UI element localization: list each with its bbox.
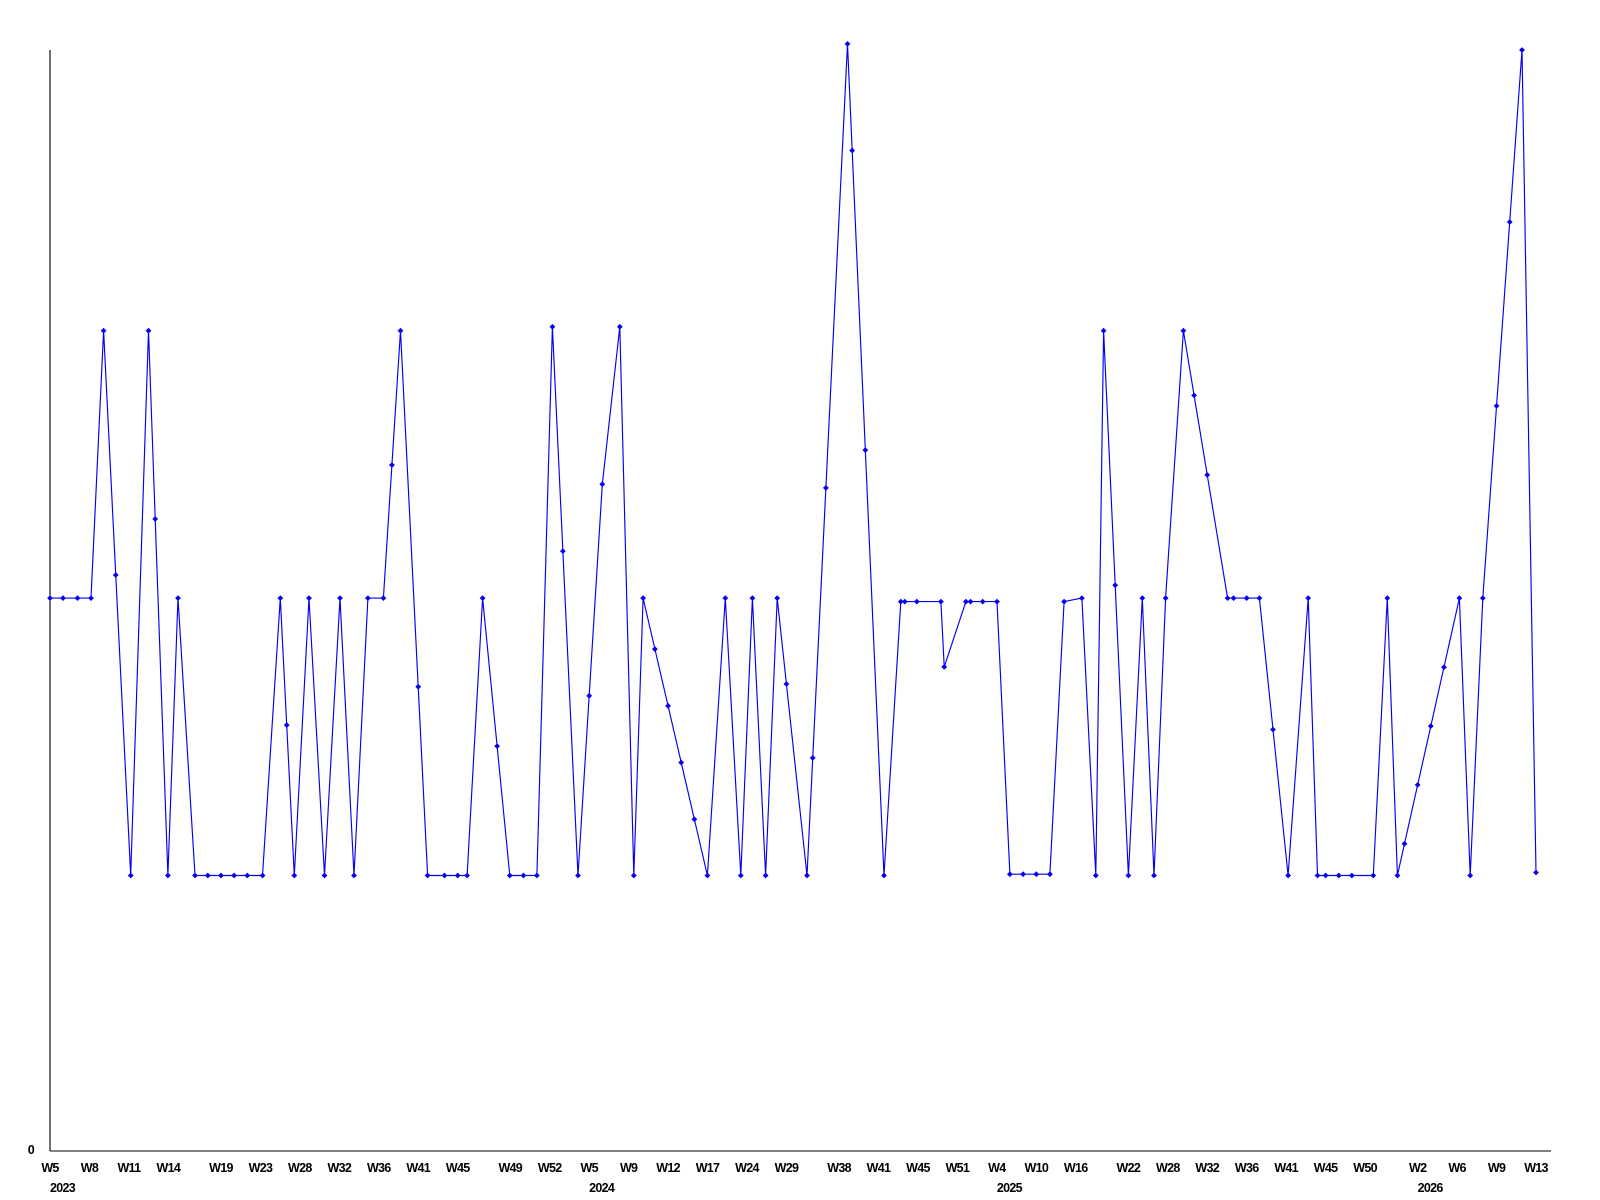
svg-text:W12: W12: [656, 1161, 680, 1175]
svg-text:W11: W11: [117, 1161, 141, 1175]
svg-text:W4: W4: [988, 1161, 1006, 1175]
svg-text:2025: 2025: [997, 1181, 1023, 1195]
svg-text:W6: W6: [1448, 1161, 1466, 1175]
svg-text:W19: W19: [209, 1161, 233, 1175]
svg-text:W9: W9: [620, 1161, 638, 1175]
svg-text:2026: 2026: [1418, 1181, 1444, 1195]
svg-text:W2: W2: [1409, 1161, 1427, 1175]
svg-text:W13: W13: [1524, 1161, 1548, 1175]
svg-text:W29: W29: [775, 1161, 799, 1175]
svg-text:W8: W8: [81, 1161, 99, 1175]
svg-text:W51: W51: [946, 1161, 970, 1175]
svg-text:0: 0: [28, 1143, 35, 1157]
svg-text:W49: W49: [498, 1161, 522, 1175]
svg-text:W45: W45: [1314, 1161, 1338, 1175]
svg-text:W41: W41: [1274, 1161, 1298, 1175]
svg-text:2023: 2023: [50, 1181, 76, 1195]
svg-text:W17: W17: [696, 1161, 720, 1175]
svg-text:W50: W50: [1353, 1161, 1377, 1175]
svg-text:W24: W24: [735, 1161, 759, 1175]
svg-text:W23: W23: [249, 1161, 273, 1175]
svg-text:W10: W10: [1024, 1161, 1048, 1175]
svg-text:W22: W22: [1117, 1161, 1141, 1175]
svg-text:W41: W41: [867, 1161, 891, 1175]
svg-text:W14: W14: [157, 1161, 181, 1175]
svg-text:W28: W28: [288, 1161, 312, 1175]
svg-text:W5: W5: [41, 1161, 59, 1175]
svg-text:W9: W9: [1488, 1161, 1506, 1175]
svg-text:2024: 2024: [589, 1181, 615, 1195]
svg-text:W45: W45: [446, 1161, 470, 1175]
svg-text:W36: W36: [1235, 1161, 1259, 1175]
svg-text:W36: W36: [367, 1161, 391, 1175]
svg-text:W32: W32: [328, 1161, 352, 1175]
svg-text:W45: W45: [906, 1161, 930, 1175]
svg-text:W41: W41: [406, 1161, 430, 1175]
svg-text:W52: W52: [538, 1161, 562, 1175]
svg-text:W16: W16: [1064, 1161, 1088, 1175]
svg-text:W32: W32: [1195, 1161, 1219, 1175]
svg-text:W5: W5: [580, 1161, 598, 1175]
svg-text:W38: W38: [827, 1161, 851, 1175]
svg-text:W28: W28: [1156, 1161, 1180, 1175]
